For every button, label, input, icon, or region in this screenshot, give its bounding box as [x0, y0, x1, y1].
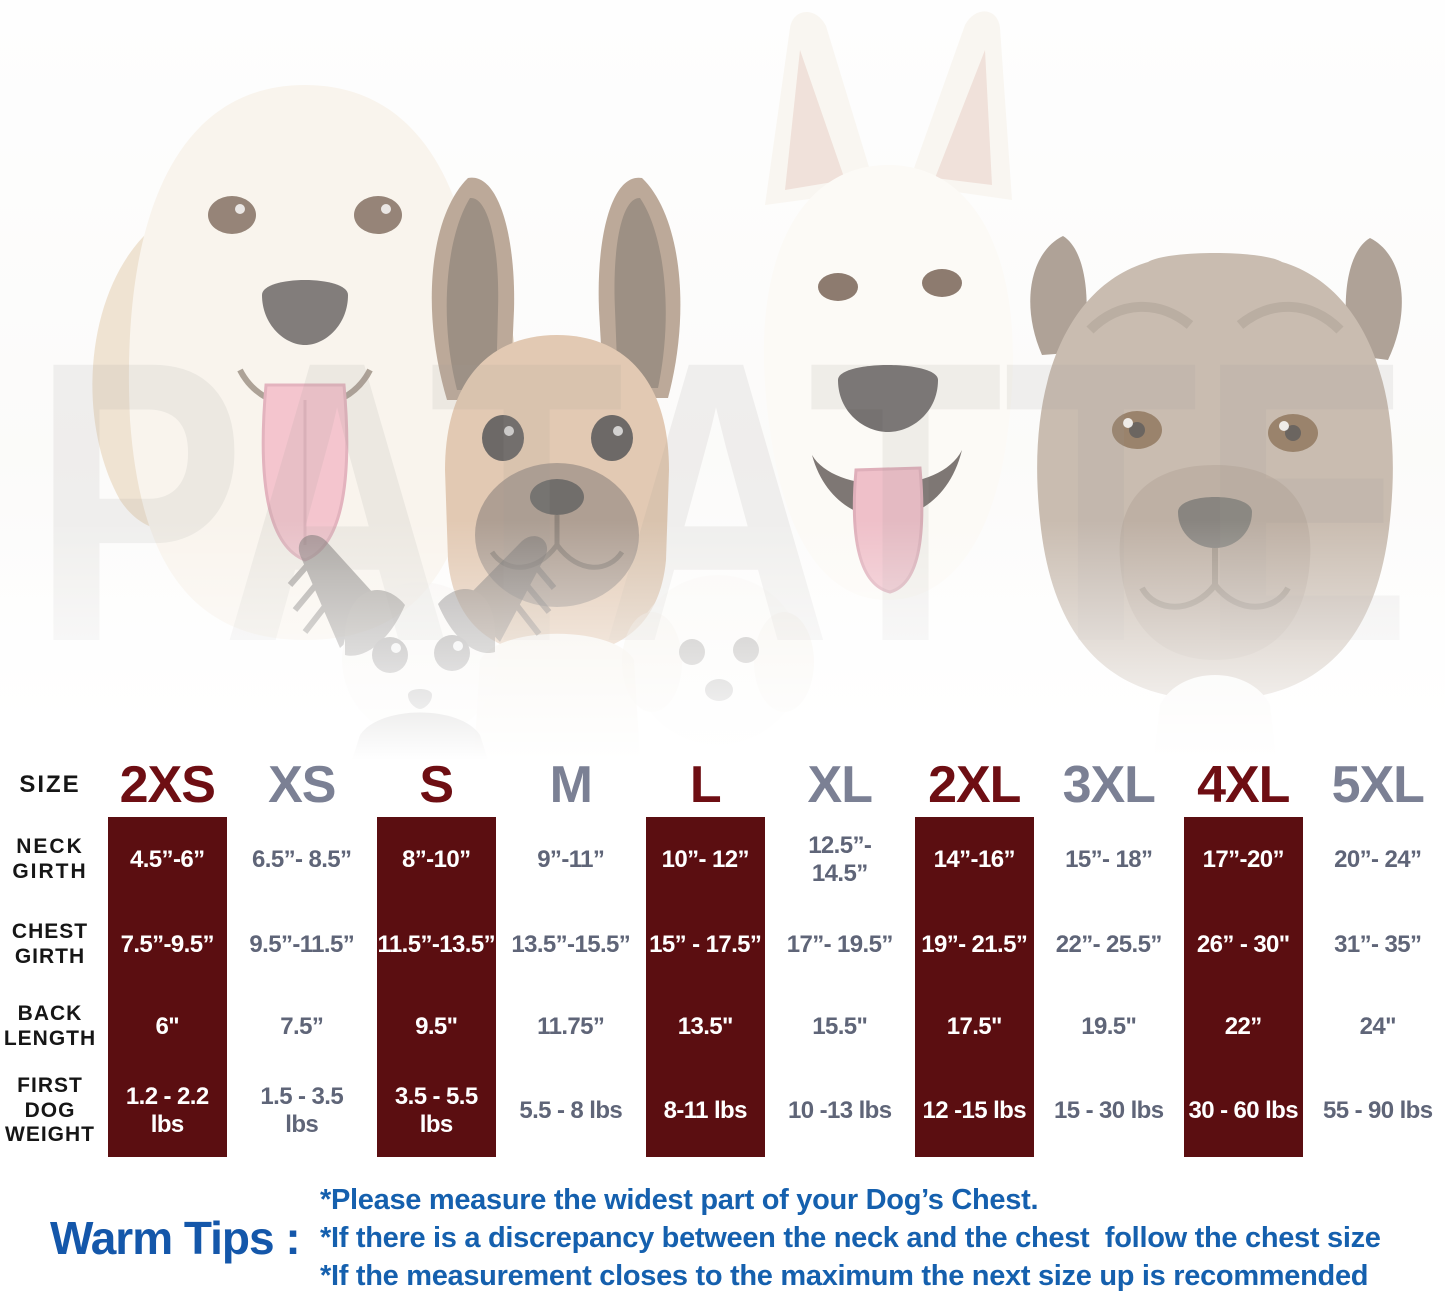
weight-value: 12 -15 lbs: [922, 1097, 1027, 1124]
size-header: 3XL: [1062, 756, 1156, 814]
chest-value: 26” - 30": [1196, 931, 1290, 958]
highlight-bar: 14”-16” 19”- 21.5” 17.5" 12 -15 lbs: [915, 817, 1034, 1157]
highlight-bar: 17”-20” 26” - 30" 22” 30 - 60 lbs: [1184, 817, 1303, 1157]
row-label-chest-girth: CHEST GIRTH: [11, 920, 89, 968]
back-value: 22”: [1224, 1013, 1263, 1040]
neck-value: 17”-20”: [1202, 846, 1285, 873]
weight-value: 5.5 - 8 lbs: [519, 1097, 623, 1124]
weight-value: 55 - 90 lbs: [1323, 1097, 1433, 1124]
plain-column-body: 9”-11” 13.5”-15.5” 11.75” 5.5 - 8 lbs: [511, 817, 631, 1157]
size-header: S: [419, 756, 454, 814]
chest-value: 31”- 35”: [1334, 931, 1422, 958]
size-header: L: [689, 756, 722, 814]
plain-column-body: 6.5”- 8.5” 9.5”-11.5” 7.5” 1.5 - 3.5 lbs: [243, 817, 362, 1157]
warm-tips-label: Warm Tips :: [50, 1212, 301, 1264]
chest-value: 22”- 25.5”: [1055, 931, 1163, 958]
row-label-back-length: BACK LENGTH: [3, 1002, 97, 1050]
chest-value: 13.5”-15.5”: [511, 931, 631, 958]
size-column-xs: XS 6.5”- 8.5” 9.5”-11.5” 7.5” 1.5 - 3.5 lbs: [235, 753, 370, 1157]
back-value: 11.75”: [537, 1013, 605, 1040]
chest-value: 17”- 19.5”: [786, 931, 894, 958]
highlight-bar: 4.5”-6” 7.5”-9.5” 6" 1.2 - 2.2 lbs: [108, 817, 227, 1157]
chest-value: 9.5”-11.5”: [249, 931, 355, 958]
size-header: 4XL: [1197, 756, 1290, 814]
warm-tip-line: *Please measure the widest part of your …: [320, 1183, 1039, 1216]
weight-value: 8-11 lbs: [663, 1097, 748, 1124]
plain-column-body: 15”- 18” 22”- 25.5” 19.5" 15 - 30 lbs: [1050, 817, 1169, 1157]
weight-value: 3.5 - 5.5 lbs: [394, 1083, 478, 1138]
row-label-neck-girth: NECK GIRTH: [12, 835, 88, 883]
warm-tips-section: Warm Tips : *Please measure the widest p…: [0, 1172, 1445, 1304]
plain-column-body: 20”- 24” 31”- 35” 24" 55 - 90 lbs: [1319, 817, 1438, 1157]
weight-value: 1.2 - 2.2 lbs: [125, 1083, 209, 1138]
size-column-xl: XL 12.5”- 14.5” 17”- 19.5” 15.5" 10 -13 lbs: [773, 753, 908, 1157]
weight-value: 1.5 - 3.5 lbs: [260, 1083, 344, 1138]
highlight-bar: 8”-10” 11.5”-13.5” 9.5" 3.5 - 5.5 lbs: [377, 817, 496, 1157]
neck-value: 20”- 24”: [1334, 846, 1422, 873]
weight-value: 30 - 60 lbs: [1188, 1097, 1299, 1124]
size-column-3xl: 3XL 15”- 18” 22”- 25.5” 19.5" 15 - 30 lbs: [1042, 753, 1177, 1157]
white-shepherd-illustration: [763, 11, 1013, 600]
warm-tips-lines: *Please measure the widest part of your …: [320, 1181, 1445, 1296]
size-column-s: S 8”-10” 11.5”-13.5” 9.5" 3.5 - 5.5 lbs: [369, 753, 504, 1157]
size-header: 2XS: [119, 756, 216, 814]
back-value: 6": [155, 1013, 180, 1040]
back-value: 24": [1359, 1013, 1397, 1040]
dog-photos-illustration: PATATTE: [0, 11, 1445, 760]
size-table: SIZE NECK GIRTH CHEST GIRTH BACK LENGTH …: [0, 753, 1445, 1157]
back-value: 19.5": [1081, 1013, 1137, 1040]
highlight-bar: 10”- 12” 15” - 17.5” 13.5" 8-11 lbs: [646, 817, 765, 1157]
neck-value: 14”-16”: [933, 846, 1016, 873]
row-label-size: SIZE: [19, 770, 81, 798]
neck-value: 4.5”-6”: [129, 846, 205, 873]
size-columns: 2XS 4.5”-6” 7.5”-9.5” 6" 1.2 - 2.2 lbs XS 6.5”…: [100, 753, 1445, 1157]
dog-photo-banner: PATATTE: [0, 0, 1445, 760]
back-value: 15.5": [812, 1013, 868, 1040]
neck-value: 10”- 12”: [661, 846, 750, 873]
back-value: 9.5": [415, 1013, 458, 1040]
neck-value: 15”- 18”: [1065, 846, 1153, 873]
size-column-2xl: 2XL 14”-16” 19”- 21.5” 17.5" 12 -15 lbs: [907, 753, 1042, 1157]
warm-tip-line: *If there is a discrepancy between the n…: [320, 1221, 1381, 1254]
chest-value: 11.5”-13.5”: [377, 931, 496, 958]
weight-value: 10 -13 lbs: [788, 1097, 892, 1124]
back-value: 17.5": [946, 1013, 1003, 1040]
row-label-column: SIZE NECK GIRTH CHEST GIRTH BACK LENGTH …: [0, 753, 100, 1157]
size-header: M: [549, 756, 593, 814]
size-column-5xl: 5XL 20”- 24” 31”- 35” 24" 55 - 90 lbs: [1311, 753, 1445, 1157]
size-header: XS: [268, 756, 336, 814]
size-header: 5XL: [1331, 756, 1425, 814]
weight-value: 15 - 30 lbs: [1054, 1097, 1164, 1124]
neck-value: 9”-11”: [537, 846, 605, 873]
row-label-first-dog-weight: FIRST DOG WEIGHT: [5, 1073, 95, 1147]
neck-value: 8”-10”: [402, 846, 471, 873]
chest-value: 19”- 21.5”: [921, 931, 1028, 958]
back-value: 7.5”: [280, 1013, 324, 1040]
plain-column-body: 12.5”- 14.5” 17”- 19.5” 15.5" 10 -13 lbs: [781, 817, 900, 1157]
neck-value: 6.5”- 8.5”: [252, 846, 352, 873]
back-value: 13.5": [677, 1013, 734, 1040]
warm-tip-line: *If the measurement closes to the maximu…: [320, 1260, 1369, 1293]
size-header: XL: [807, 756, 873, 814]
size-column-l: L 10”- 12” 15” - 17.5” 13.5" 8-11 lbs: [638, 753, 773, 1157]
chest-value: 7.5”-9.5”: [120, 931, 215, 958]
size-column-2xs: 2XS 4.5”-6” 7.5”-9.5” 6" 1.2 - 2.2 lbs: [100, 753, 235, 1157]
neck-value: 12.5”- 14.5”: [808, 832, 872, 887]
chest-value: 15” - 17.5”: [649, 931, 762, 958]
size-column-m: M 9”-11” 13.5”-15.5” 11.75” 5.5 - 8 lbs: [504, 753, 639, 1157]
size-header: 2XL: [928, 756, 1021, 814]
size-column-4xl: 4XL 17”-20” 26” - 30" 22” 30 - 60 lbs: [1176, 753, 1311, 1157]
bottom-fade-overlay: [0, 520, 1445, 760]
